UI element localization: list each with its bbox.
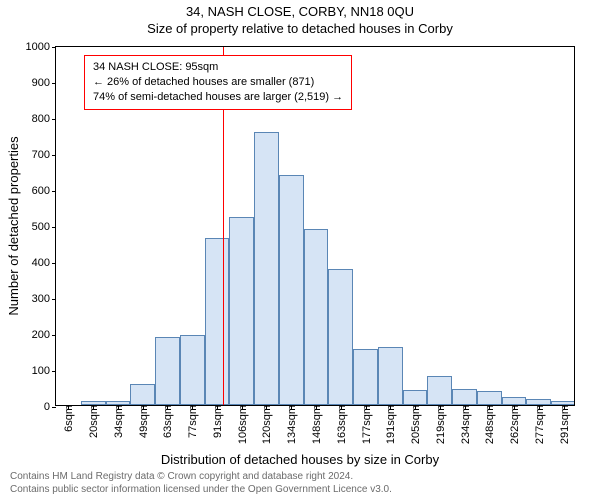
histogram-bar: [328, 269, 353, 405]
y-tick-mark: [52, 191, 56, 192]
x-tick-label: 77sqm: [187, 405, 199, 438]
y-tick-mark: [52, 299, 56, 300]
histogram-bar: [205, 238, 230, 405]
y-tick-mark: [52, 155, 56, 156]
y-tick-mark: [52, 47, 56, 48]
chart-plot-area: 34 NASH CLOSE: 95sqm ← 26% of detached h…: [55, 46, 575, 406]
histogram-bar: [130, 384, 155, 405]
histogram-bar: [403, 390, 428, 405]
x-tick-label: 91sqm: [212, 405, 224, 438]
y-tick-mark: [52, 263, 56, 264]
legend-line: 74% of semi-detached houses are larger (…: [93, 90, 343, 105]
x-tick-label: 6sqm: [63, 405, 75, 432]
x-tick-label: 49sqm: [138, 405, 150, 438]
y-tick-mark: [52, 335, 56, 336]
footer-attribution: Contains HM Land Registry data © Crown c…: [10, 471, 392, 496]
histogram-bar: [452, 389, 477, 405]
y-tick-mark: [52, 407, 56, 408]
y-tick-mark: [52, 227, 56, 228]
histogram-bar: [279, 175, 304, 405]
footer-line: Contains HM Land Registry data © Crown c…: [10, 471, 392, 484]
x-tick-label: 163sqm: [336, 405, 348, 444]
x-tick-label: 20sqm: [88, 405, 100, 438]
x-tick-label: 120sqm: [261, 405, 273, 444]
chart-subtitle: Size of property relative to detached ho…: [0, 19, 600, 36]
page-title: 34, NASH CLOSE, CORBY, NN18 0QU: [0, 0, 600, 19]
histogram-bar: [254, 132, 279, 405]
x-tick-label: 106sqm: [237, 405, 249, 444]
x-tick-label: 262sqm: [509, 405, 521, 444]
histogram-bar: [502, 397, 527, 405]
histogram-bar: [304, 229, 329, 405]
histogram-bar: [477, 391, 502, 405]
x-tick-label: 234sqm: [460, 405, 472, 444]
x-tick-label: 248sqm: [484, 405, 496, 444]
x-tick-label: 63sqm: [162, 405, 174, 438]
legend-line: 34 NASH CLOSE: 95sqm: [93, 60, 343, 75]
x-tick-label: 177sqm: [361, 405, 373, 444]
x-tick-label: 191sqm: [385, 405, 397, 444]
x-tick-label: 134sqm: [286, 405, 298, 444]
x-tick-label: 148sqm: [311, 405, 323, 444]
histogram-bar: [155, 337, 180, 405]
y-tick-mark: [52, 83, 56, 84]
x-tick-label: 291sqm: [559, 405, 571, 444]
histogram-bar: [229, 217, 254, 405]
x-tick-label: 34sqm: [113, 405, 125, 438]
histogram-bar: [378, 347, 403, 405]
x-tick-label: 219sqm: [435, 405, 447, 444]
footer-line: Contains public sector information licen…: [10, 484, 392, 497]
histogram-bar: [353, 349, 378, 405]
histogram-bar: [427, 376, 452, 405]
chart-legend-box: 34 NASH CLOSE: 95sqm ← 26% of detached h…: [84, 55, 352, 110]
x-tick-label: 205sqm: [410, 405, 422, 444]
legend-line: ← 26% of detached houses are smaller (87…: [93, 75, 343, 90]
y-tick-mark: [52, 119, 56, 120]
x-tick-label: 277sqm: [534, 405, 546, 444]
y-tick-mark: [52, 371, 56, 372]
y-axis-label: Number of detached properties: [6, 136, 21, 315]
histogram-bar: [180, 335, 205, 405]
x-axis-label: Distribution of detached houses by size …: [0, 452, 600, 467]
